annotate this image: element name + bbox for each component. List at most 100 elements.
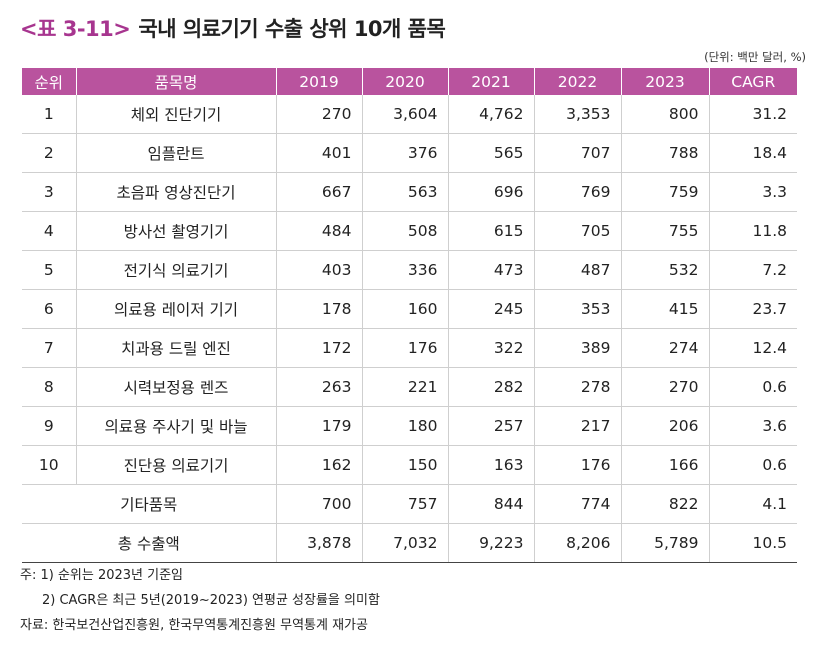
value-cell: 257	[447, 406, 534, 446]
value-cell: 3,604	[361, 95, 448, 134]
table-row: 10 진단용 의료기기 162 150 163 176 166 0.6	[22, 445, 797, 485]
others-label-cell: 기타품목	[22, 484, 276, 524]
export-table: 순위 품목명 2019 2020 2021 2022 2023 CAGR 1 체외…	[22, 68, 797, 563]
value-cell: 7,032	[361, 523, 448, 563]
value-cell: 707	[533, 133, 621, 173]
value-cell: 532	[620, 250, 709, 290]
table-number: <표 3-11>	[20, 17, 131, 41]
value-cell: 270	[275, 95, 362, 134]
value-cell: 484	[275, 211, 362, 251]
value-cell: 160	[361, 289, 448, 329]
header-cagr: CAGR	[708, 68, 797, 95]
note-1: 주: 1) 순위는 2023년 기준임	[20, 568, 184, 583]
value-cell: 163	[447, 445, 534, 485]
value-cell: 178	[275, 289, 362, 329]
table-row: 8 시력보정용 렌즈 263 221 282 278 270 0.6	[22, 367, 797, 407]
value-cell: 166	[620, 445, 709, 485]
table-header-row: 순위 품목명 2019 2020 2021 2022 2023 CAGR	[22, 68, 797, 95]
rank-cell: 2	[22, 133, 76, 173]
item-name-cell: 의료용 주사기 및 바늘	[75, 406, 276, 446]
unit-label: (단위: 백만 달러, %)	[704, 50, 806, 64]
value-cell: 270	[620, 367, 709, 407]
value-cell: 180	[361, 406, 448, 446]
value-cell: 3.6	[708, 406, 797, 446]
table-row: 5 전기식 의료기기 403 336 473 487 532 7.2	[22, 250, 797, 290]
value-cell: 10.5	[708, 523, 797, 563]
value-cell: 336	[361, 250, 448, 290]
value-cell: 12.4	[708, 328, 797, 368]
value-cell: 700	[275, 484, 362, 524]
table-row: 9 의료용 주사기 및 바늘 179 180 257 217 206 3.6	[22, 406, 797, 446]
value-cell: 217	[533, 406, 621, 446]
value-cell: 508	[361, 211, 448, 251]
value-cell: 769	[533, 172, 621, 212]
table-row: 3 초음파 영상진단기 667 563 696 769 759 3.3	[22, 172, 797, 212]
value-cell: 176	[361, 328, 448, 368]
table-row: 7 치과용 드릴 엔진 172 176 322 389 274 12.4	[22, 328, 797, 368]
value-cell: 3,353	[533, 95, 621, 134]
rank-cell: 6	[22, 289, 76, 329]
value-cell: 376	[361, 133, 448, 173]
item-name-cell: 치과용 드릴 엔진	[75, 328, 276, 368]
value-cell: 473	[447, 250, 534, 290]
value-cell: 615	[447, 211, 534, 251]
value-cell: 696	[447, 172, 534, 212]
table-row: 4 방사선 촬영기기 484 508 615 705 755 11.8	[22, 211, 797, 251]
value-cell: 415	[620, 289, 709, 329]
note-2: 2) CAGR은 최근 5년(2019~2023) 연평균 성장률을 의미함	[42, 593, 380, 608]
value-cell: 245	[447, 289, 534, 329]
value-cell: 5,789	[620, 523, 709, 563]
footnotes: 주: 1) 순위는 2023년 기준임 2) CAGR은 최근 5년(2019~…	[20, 563, 380, 638]
value-cell: 8,206	[533, 523, 621, 563]
item-name-cell: 의료용 레이저 기기	[75, 289, 276, 329]
page-title: <표 3-11> 국내 의료기기 수출 상위 10개 품목	[20, 13, 446, 43]
value-cell: 4,762	[447, 95, 534, 134]
item-name-cell: 전기식 의료기기	[75, 250, 276, 290]
value-cell: 172	[275, 328, 362, 368]
value-cell: 401	[275, 133, 362, 173]
value-cell: 263	[275, 367, 362, 407]
value-cell: 774	[533, 484, 621, 524]
header-name: 품목명	[75, 68, 276, 95]
value-cell: 11.8	[708, 211, 797, 251]
value-cell: 162	[275, 445, 362, 485]
value-cell: 31.2	[708, 95, 797, 134]
table-row: 2 임플란트 401 376 565 707 788 18.4	[22, 133, 797, 173]
header-2023: 2023	[620, 68, 709, 95]
total-row: 총 수출액 3,878 7,032 9,223 8,206 5,789 10.5	[22, 523, 797, 563]
value-cell: 274	[620, 328, 709, 368]
value-cell: 565	[447, 133, 534, 173]
value-cell: 563	[361, 172, 448, 212]
source-note: 자료: 한국보건산업진흥원, 한국무역통계진흥원 무역통계 재가공	[20, 618, 368, 633]
rank-cell: 9	[22, 406, 76, 446]
value-cell: 353	[533, 289, 621, 329]
value-cell: 3.3	[708, 172, 797, 212]
value-cell: 176	[533, 445, 621, 485]
header-rank: 순위	[22, 68, 76, 95]
value-cell: 487	[533, 250, 621, 290]
others-row: 기타품목 700 757 844 774 822 4.1	[22, 484, 797, 524]
total-label-cell: 총 수출액	[22, 523, 276, 563]
value-cell: 0.6	[708, 445, 797, 485]
rank-cell: 5	[22, 250, 76, 290]
table-title: 국내 의료기기 수출 상위 10개 품목	[138, 17, 446, 41]
value-cell: 282	[447, 367, 534, 407]
value-cell: 206	[620, 406, 709, 446]
item-name-cell: 임플란트	[75, 133, 276, 173]
item-name-cell: 초음파 영상진단기	[75, 172, 276, 212]
value-cell: 705	[533, 211, 621, 251]
header-2019: 2019	[275, 68, 362, 95]
table-row: 6 의료용 레이저 기기 178 160 245 353 415 23.7	[22, 289, 797, 329]
value-cell: 755	[620, 211, 709, 251]
value-cell: 9,223	[447, 523, 534, 563]
value-cell: 150	[361, 445, 448, 485]
value-cell: 3,878	[275, 523, 362, 563]
item-name-cell: 진단용 의료기기	[75, 445, 276, 485]
rank-cell: 7	[22, 328, 76, 368]
value-cell: 23.7	[708, 289, 797, 329]
value-cell: 18.4	[708, 133, 797, 173]
value-cell: 822	[620, 484, 709, 524]
value-cell: 179	[275, 406, 362, 446]
header-2021: 2021	[447, 68, 534, 95]
value-cell: 403	[275, 250, 362, 290]
